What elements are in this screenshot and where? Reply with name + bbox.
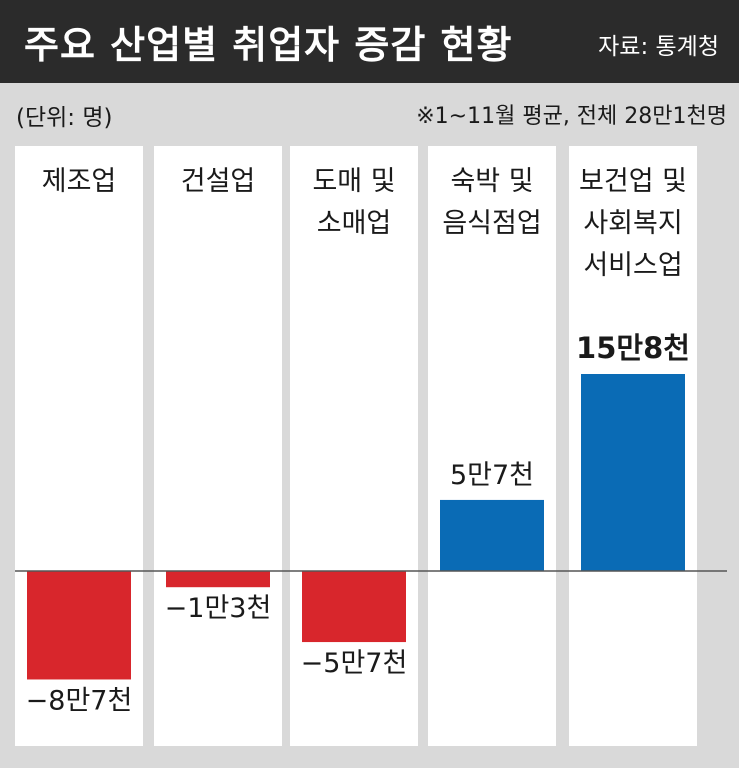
footnote: ※1~11월 평균, 전체 28만1천명 <box>416 104 727 129</box>
category-label: 소매업 <box>317 208 392 239</box>
bar <box>27 571 131 680</box>
category-panel <box>290 146 418 746</box>
category-panel <box>154 146 282 746</box>
header-bar: 주요 산업별 취업자 증감 현황 자료: 통계청 <box>0 0 739 83</box>
data-label: 5만7천 <box>450 460 534 491</box>
bar <box>302 571 406 643</box>
data-label: −5만7천 <box>301 648 408 679</box>
bar <box>581 374 685 571</box>
category-label: 도매 및 <box>312 166 395 197</box>
category-label: 제조업 <box>42 166 117 197</box>
category-label: 사회복지 <box>583 208 682 239</box>
category-panel <box>428 146 556 746</box>
bar <box>440 499 544 571</box>
category-label: 서비스업 <box>583 250 682 281</box>
bar <box>166 571 270 588</box>
category-label: 음식점업 <box>442 208 541 239</box>
data-label: 15만8천 <box>576 331 690 365</box>
category-label: 숙박 및 <box>450 166 533 197</box>
category-label: 건설업 <box>181 166 256 197</box>
source-label: 자료: 통계청 <box>598 34 719 60</box>
category-label: 보건업 및 <box>579 166 687 197</box>
unit-label: (단위: 명) <box>16 105 113 131</box>
chart-title: 주요 산업별 취업자 증감 현황 <box>24 23 513 67</box>
data-label: −8만7천 <box>26 685 133 716</box>
data-label: −1만3천 <box>165 593 272 624</box>
